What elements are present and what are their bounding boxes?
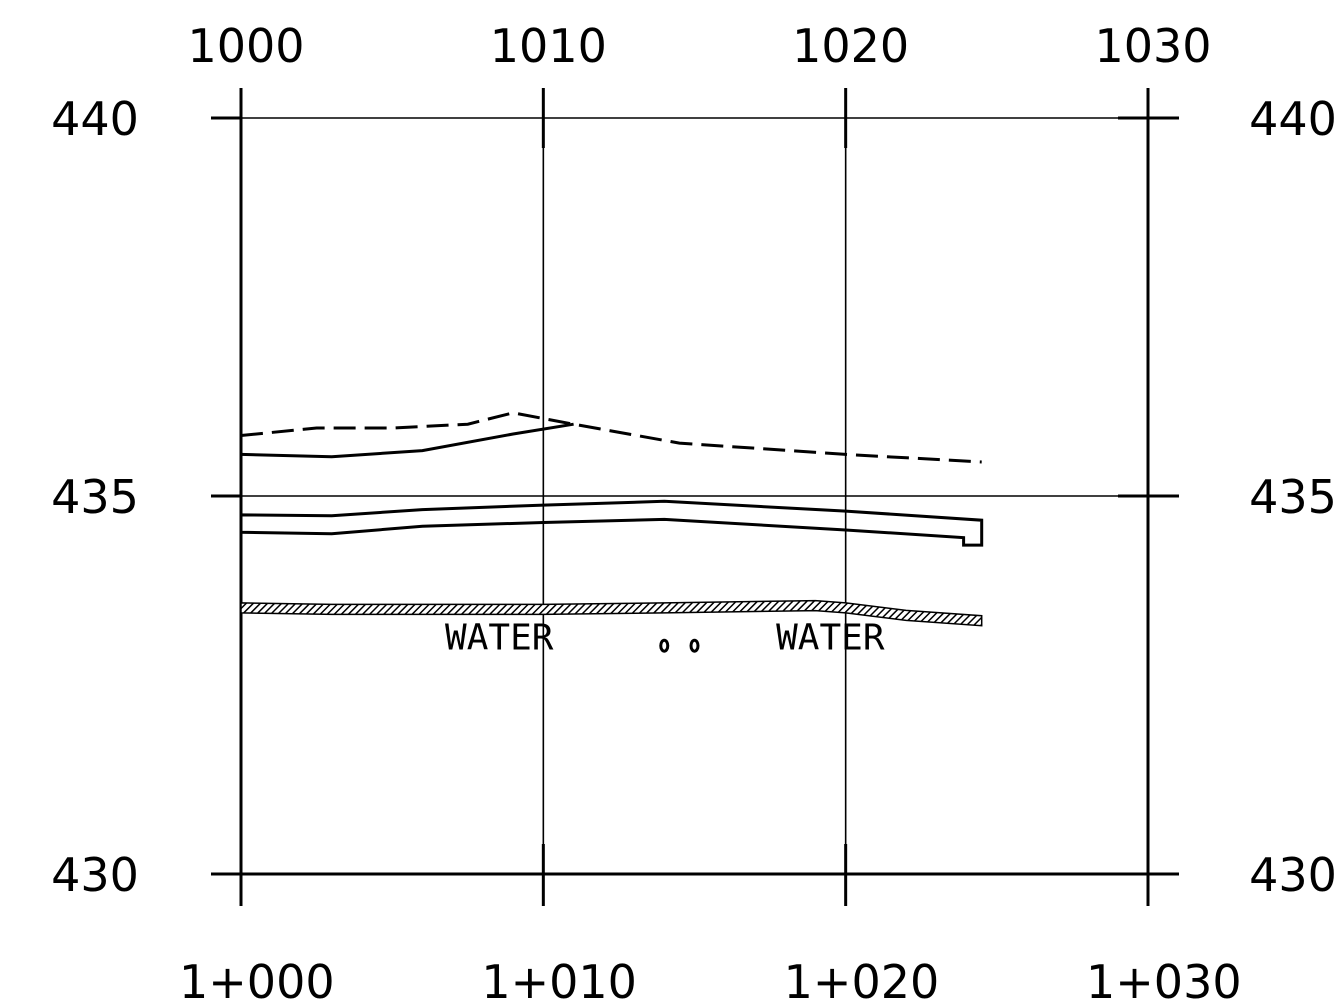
y-tick-label-left: 435 [51, 470, 139, 524]
profile-line [240, 422, 574, 459]
water-marker [659, 638, 670, 653]
pavement-profile-outline [239, 499, 984, 547]
x-tick-label-top: 1010 [490, 19, 607, 73]
x-tick-label-top: 1030 [1094, 19, 1211, 73]
y-tick-label-right: 430 [1249, 848, 1337, 902]
series-group [239, 411, 984, 653]
x-tick-label-top: 1020 [792, 19, 909, 73]
x-tick-label-bottom: 1+010 [481, 955, 637, 1005]
y-tick-label-left: 440 [51, 92, 139, 146]
water-marker [689, 638, 700, 653]
labels-group: 440 440 435 435 430 430 1000 1010 1020 1030 1+000 1… [51, 19, 1337, 1005]
x-tick-label-bottom: 1+030 [1086, 955, 1242, 1005]
existing-ground-line [240, 411, 982, 464]
water-annotation: WATER [776, 617, 885, 658]
x-tick-label-bottom: 1+000 [179, 955, 335, 1005]
x-tick-label-top: 1000 [187, 19, 304, 73]
x-tick-label-bottom: 1+020 [784, 955, 940, 1005]
y-tick-label-right: 440 [1249, 92, 1337, 146]
y-tick-label-right: 435 [1249, 470, 1337, 524]
grid [211, 88, 1179, 906]
water-annotation: WATER [445, 617, 554, 658]
y-tick-label-left: 430 [51, 848, 139, 902]
water-surface-line [240, 599, 983, 627]
